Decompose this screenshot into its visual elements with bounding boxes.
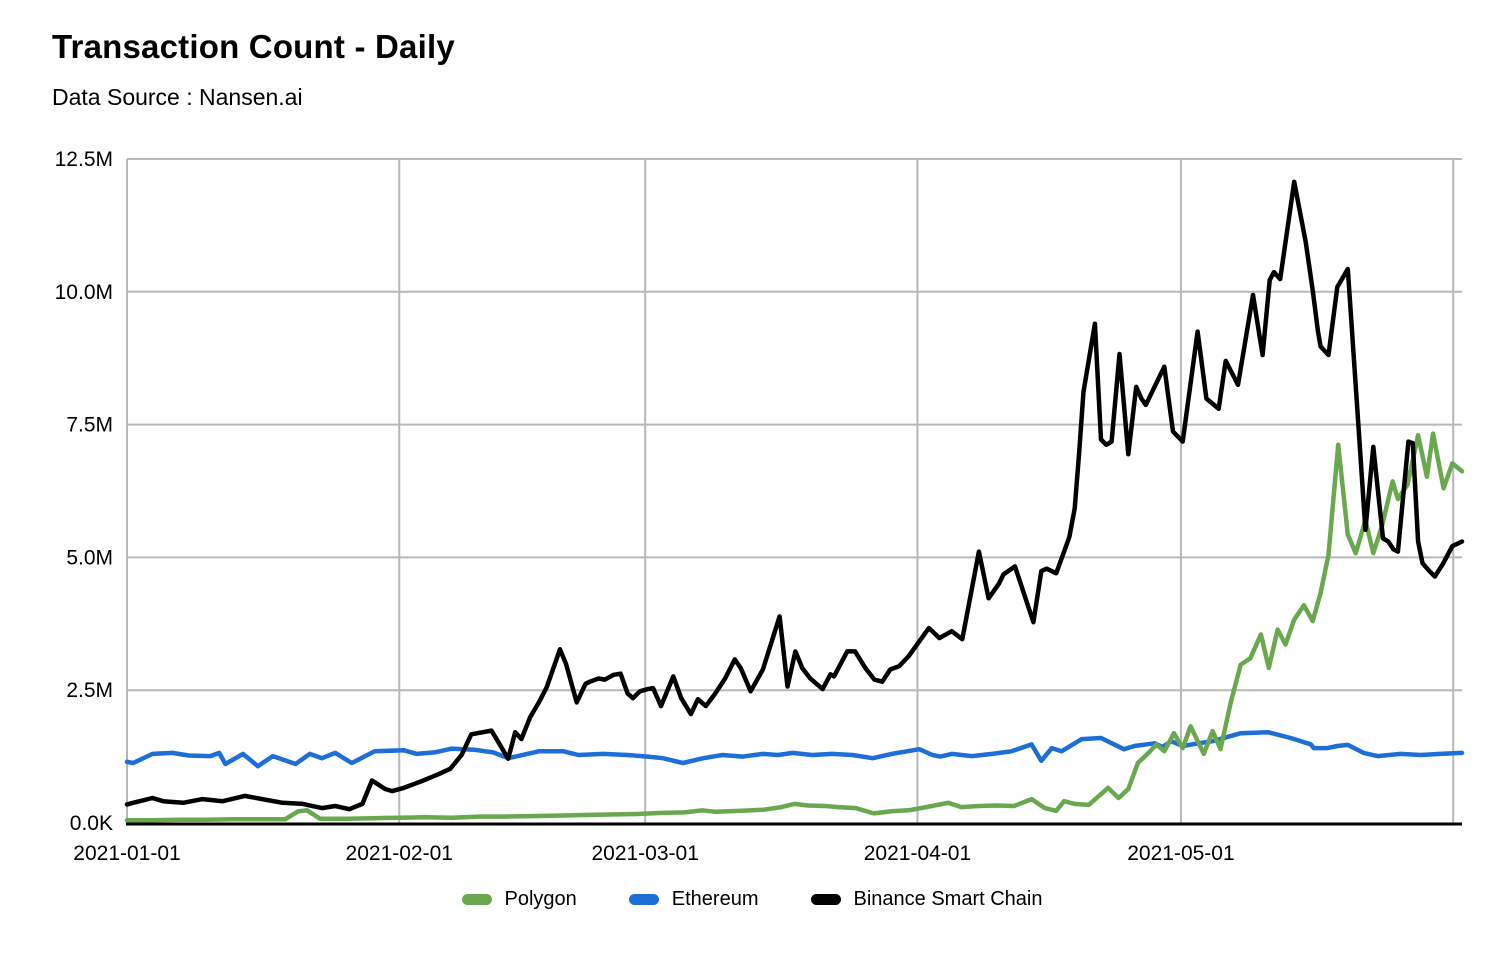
x-tick-label: 2021-05-01 (1127, 842, 1234, 865)
chart-legend: Polygon Ethereum Binance Smart Chain (0, 888, 1504, 911)
y-tick-label: 0.0K (70, 812, 113, 835)
series-line-ethereum (124, 729, 1465, 769)
chart-title: Transaction Count - Daily (52, 28, 455, 65)
x-tick-label: 2021-01-01 (73, 842, 180, 865)
x-tick-label: 2021-03-01 (591, 842, 698, 865)
legend-item-polygon: Polygon (461, 888, 577, 911)
x-tick-label: 2021-02-01 (346, 842, 453, 865)
legend-item-ethereum: Ethereum (628, 888, 759, 911)
legend-label-binance-smart-chain: Binance Smart Chain (853, 888, 1043, 910)
legend-swatch-binance-smart-chain (810, 894, 841, 905)
x-tick-label: 2021-04-01 (864, 842, 971, 865)
legend-item-binance-smart-chain: Binance Smart Chain (810, 888, 1043, 911)
y-tick-label: 12.5M (55, 148, 113, 171)
y-tick-label: 7.5M (66, 414, 113, 437)
y-tick-label: 10.0M (55, 281, 113, 304)
chart-subtitle: Data Source : Nansen.ai (52, 84, 303, 110)
legend-swatch-polygon (461, 894, 492, 905)
series-line-binance-smart-chain (124, 179, 1465, 812)
legend-label-ethereum: Ethereum (671, 888, 759, 910)
y-tick-label: 5.0M (66, 546, 113, 569)
series-line-polygon (124, 431, 1465, 823)
y-tick-label: 2.5M (66, 679, 113, 702)
legend-swatch-ethereum (628, 894, 659, 905)
legend-label-polygon: Polygon (504, 888, 577, 910)
